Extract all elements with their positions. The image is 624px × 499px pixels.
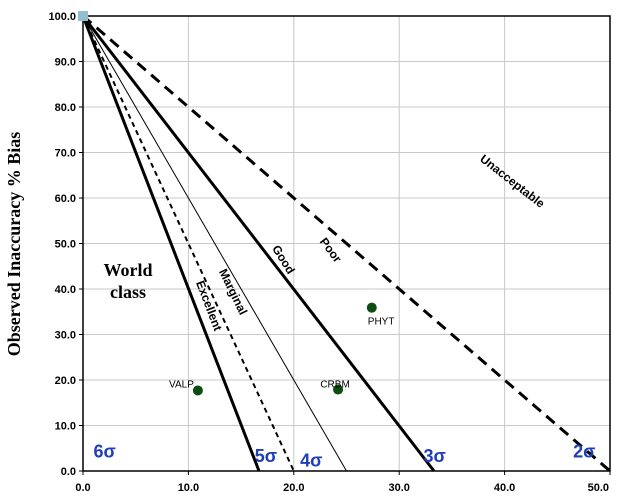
zone-label: Excellent — [193, 279, 225, 333]
data-points: VALP CRBM PHYT — [169, 302, 395, 396]
y-axis-label: Observed Inaccuracy % Bias — [4, 132, 24, 357]
2sigma-poor-line — [82, 14, 611, 473]
x-tick-label: 30.0 — [388, 482, 409, 494]
y-tick-label: 20.0 — [55, 375, 76, 387]
3sigma-good-line — [81, 15, 436, 472]
sigma-label: 3σ — [423, 446, 445, 466]
sigma-lines — [78, 11, 611, 473]
data-point — [366, 302, 377, 313]
zone-label: Poor — [317, 235, 345, 266]
zone-label: Unacceptable — [477, 152, 547, 211]
x-tick-label: 0.0 — [75, 482, 90, 494]
origin-marker — [78, 11, 88, 21]
x-tick-label: 10.0 — [178, 482, 199, 494]
y-tick-label: 80.0 — [55, 102, 76, 114]
y-tick-label: 100.0 — [48, 11, 76, 23]
sigma-label: 4σ — [300, 450, 322, 470]
5sigma-excellent-line — [82, 15, 295, 472]
6sigma-world-class-line — [81, 15, 261, 472]
4sigma-marginal-line — [82, 15, 347, 472]
zone-label: Marginal — [216, 267, 250, 317]
sigma-label: 5σ — [255, 446, 277, 466]
data-point-label: VALP — [169, 379, 194, 390]
sigma-label: 6σ — [94, 441, 116, 461]
y-tick-label: 30.0 — [55, 330, 76, 342]
y-tick-label: 40.0 — [55, 284, 76, 296]
sigma-label: 2σ — [573, 441, 595, 461]
data-point-label: PHYT — [368, 317, 395, 328]
x-tick-label: 40.0 — [494, 482, 515, 494]
world-class-label: class — [110, 282, 146, 302]
y-tick-label: 50.0 — [55, 239, 76, 251]
data-point — [192, 385, 203, 396]
x-tick-label: 20.0 — [283, 482, 304, 494]
y-tick-label: 90.0 — [55, 57, 76, 69]
y-tick-label: 10.0 — [55, 421, 76, 433]
y-tick-label: 0.0 — [61, 466, 76, 478]
data-point-label: CRBM — [320, 380, 349, 391]
y-tick-label: 60.0 — [55, 193, 76, 205]
world-class-label: World — [103, 260, 152, 280]
x-tick-label: 50.0 — [588, 482, 609, 494]
y-tick-label: 70.0 — [55, 148, 76, 160]
data-point — [333, 384, 344, 395]
